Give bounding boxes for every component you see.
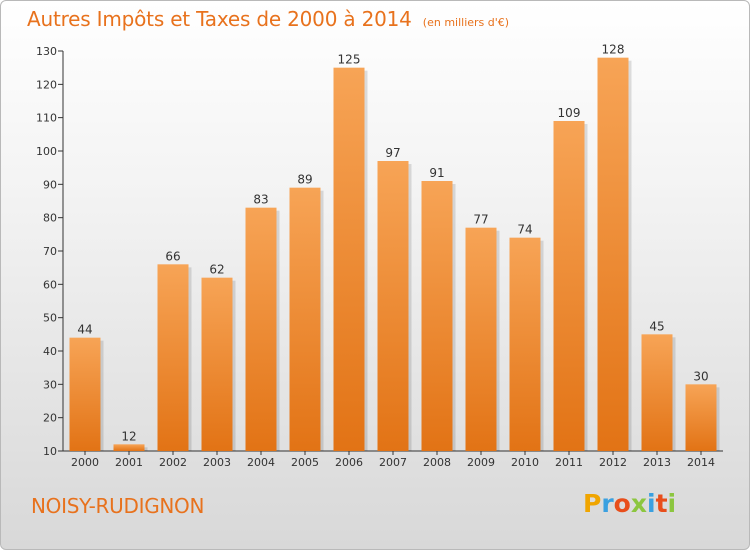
x-tick-label: 2009 xyxy=(467,456,495,469)
x-tick-label: 2008 xyxy=(423,456,451,469)
x-tick-label: 2004 xyxy=(247,456,275,469)
y-tick-label: 50 xyxy=(43,312,57,325)
data-label: 12 xyxy=(121,429,136,443)
brand-letter: i xyxy=(647,489,656,518)
data-label: 62 xyxy=(209,263,224,277)
bar xyxy=(157,264,189,451)
data-label: 97 xyxy=(385,146,400,160)
x-tick-label: 2002 xyxy=(159,456,187,469)
data-label: 74 xyxy=(517,223,532,237)
brand-letter: r xyxy=(601,489,614,518)
chart-subtitle: (en milliers d'€) xyxy=(422,16,510,29)
x-tick-label: 2007 xyxy=(379,456,407,469)
brand-logo: Proxiti xyxy=(583,489,676,518)
brand-letter: P xyxy=(583,489,602,518)
bar xyxy=(685,384,717,451)
data-label: 83 xyxy=(253,193,268,207)
brand-letter: o xyxy=(613,489,631,518)
x-tick-label: 2001 xyxy=(115,456,143,469)
y-tick-label: 40 xyxy=(43,345,57,358)
y-tick-label: 130 xyxy=(36,45,57,58)
bar xyxy=(465,227,497,451)
x-tick-label: 2003 xyxy=(203,456,231,469)
y-tick-label: 60 xyxy=(43,278,57,291)
brand-letter: t xyxy=(655,489,668,518)
x-tick-label: 2006 xyxy=(335,456,363,469)
y-tick-label: 100 xyxy=(36,145,57,158)
bar xyxy=(333,67,365,452)
bar xyxy=(201,277,233,451)
x-tick-label: 2012 xyxy=(599,456,627,469)
bar xyxy=(69,337,101,451)
bar xyxy=(509,237,541,451)
x-tick-label: 2013 xyxy=(643,456,671,469)
bar xyxy=(641,334,673,451)
y-tick-label: 90 xyxy=(43,178,57,191)
y-tick-label: 20 xyxy=(43,412,57,425)
chart-title: Autres Impôts et Taxes de 2000 à 2014 xyxy=(27,7,412,31)
data-label: 45 xyxy=(649,319,664,333)
x-tick-label: 2005 xyxy=(291,456,319,469)
x-tick-label: 2010 xyxy=(511,456,539,469)
bar xyxy=(245,207,277,451)
chart-header: Autres Impôts et Taxes de 2000 à 2014 (e… xyxy=(27,7,509,31)
bar xyxy=(113,444,145,451)
y-tick-label: 30 xyxy=(43,378,57,391)
y-tick-label: 120 xyxy=(36,78,57,91)
bar xyxy=(421,181,453,451)
x-tick-label: 2011 xyxy=(555,456,583,469)
data-label: 125 xyxy=(338,53,361,67)
y-tick-label: 10 xyxy=(43,445,57,458)
y-tick-label: 110 xyxy=(36,112,57,125)
brand-letter: x xyxy=(630,489,647,518)
y-tick-label: 80 xyxy=(43,212,57,225)
data-label: 89 xyxy=(297,173,312,187)
x-tick-label: 2014 xyxy=(687,456,715,469)
data-label: 44 xyxy=(77,323,92,337)
brand-letter: i xyxy=(667,489,677,518)
bar xyxy=(553,121,585,451)
commune-name: NOISY-RUDIGNON xyxy=(31,494,205,518)
data-label: 30 xyxy=(693,369,708,383)
x-tick-label: 2000 xyxy=(71,456,99,469)
bar xyxy=(289,187,321,451)
data-label: 91 xyxy=(429,166,444,180)
data-label: 77 xyxy=(473,213,488,227)
data-label: 128 xyxy=(602,43,625,57)
bar xyxy=(377,161,409,451)
data-label: 109 xyxy=(558,106,581,120)
data-label: 66 xyxy=(165,249,180,263)
bar xyxy=(597,57,629,452)
y-tick-label: 70 xyxy=(43,245,57,258)
